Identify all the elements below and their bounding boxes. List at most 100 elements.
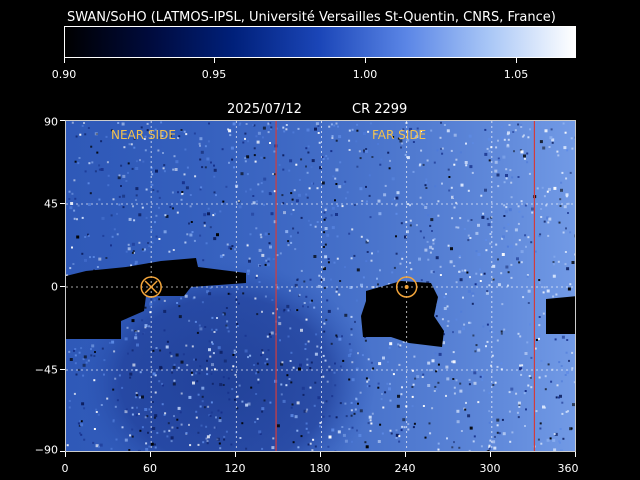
speckle	[210, 411, 213, 414]
speckle	[208, 348, 211, 352]
speckle	[496, 418, 500, 422]
speckle	[341, 426, 344, 428]
speckle	[244, 334, 247, 337]
speckle	[161, 403, 164, 406]
speckle	[317, 396, 321, 400]
speckle	[518, 239, 521, 242]
speckle	[562, 437, 565, 440]
speckle	[569, 231, 572, 234]
speckle	[193, 358, 196, 361]
speckle	[342, 433, 346, 437]
speckle	[68, 406, 71, 409]
speckle	[205, 425, 208, 428]
speckle	[521, 135, 524, 138]
speckle	[359, 187, 363, 191]
speckle	[486, 290, 489, 293]
x-axis-label: 360	[557, 462, 579, 475]
speckle	[282, 126, 285, 129]
speckle	[344, 313, 348, 317]
speckle	[518, 261, 521, 264]
speckle	[334, 199, 336, 202]
speckle	[210, 401, 213, 404]
speckle	[213, 237, 217, 241]
speckle	[168, 429, 171, 432]
speckle	[135, 187, 139, 191]
speckle	[451, 360, 453, 363]
speckle	[328, 415, 331, 418]
speckle	[295, 199, 299, 203]
speckle	[556, 384, 559, 387]
speckle	[458, 256, 461, 259]
speckle	[87, 127, 90, 129]
speckle	[283, 308, 286, 311]
speckle	[530, 356, 533, 359]
speckle	[542, 146, 546, 150]
speckle	[209, 414, 212, 417]
speckle	[508, 410, 511, 413]
speckle	[114, 405, 117, 408]
speckle	[101, 347, 104, 350]
speckle	[437, 448, 440, 451]
speckle	[173, 415, 175, 418]
speckle	[500, 126, 503, 129]
speckle	[391, 199, 394, 201]
speckle	[437, 442, 440, 445]
speckle	[336, 205, 339, 207]
speckle	[127, 162, 130, 165]
speckle	[322, 415, 325, 418]
speckle	[361, 200, 364, 202]
speckle	[205, 437, 208, 440]
speckle	[266, 363, 269, 366]
speckle	[287, 240, 290, 243]
speckle	[524, 234, 527, 237]
speckle	[112, 388, 115, 391]
speckle	[278, 163, 281, 166]
speckle	[210, 372, 213, 375]
speckle	[292, 366, 295, 369]
speckle	[330, 214, 333, 217]
speckle	[287, 309, 290, 312]
colorbar-tick	[516, 58, 517, 63]
speckle	[249, 354, 252, 357]
speckle	[519, 149, 522, 152]
speckle	[562, 231, 565, 234]
speckle	[377, 199, 381, 203]
speckle	[132, 250, 135, 253]
speckle	[300, 328, 303, 332]
speckle	[453, 441, 455, 444]
speckle	[507, 138, 510, 141]
speckle	[84, 170, 87, 173]
speckle	[489, 329, 492, 332]
speckle	[350, 333, 353, 336]
speckle	[337, 430, 341, 434]
speckle	[142, 160, 145, 163]
speckle	[92, 441, 95, 444]
speckle	[258, 248, 262, 252]
speckle	[459, 389, 463, 393]
colorbar-label: 0.90	[51, 68, 77, 81]
speckle	[447, 320, 450, 323]
speckle	[401, 386, 403, 389]
speckle	[135, 330, 137, 333]
speckle	[280, 362, 284, 366]
speckle	[298, 367, 301, 371]
speckle	[511, 431, 514, 434]
speckle	[506, 144, 510, 148]
speckle	[78, 157, 81, 159]
speckle	[432, 242, 435, 245]
speckle	[518, 405, 521, 408]
speckle	[563, 146, 567, 150]
speckle	[479, 375, 482, 378]
speckle	[245, 123, 248, 125]
speckle	[365, 260, 368, 263]
speckle	[549, 136, 553, 140]
speckle	[468, 378, 471, 381]
speckle	[480, 273, 483, 276]
speckle	[508, 208, 512, 212]
speckle	[524, 204, 527, 207]
speckle	[433, 390, 436, 392]
speckle	[184, 294, 188, 298]
speckle	[201, 166, 204, 169]
speckle	[463, 323, 466, 326]
speckle	[180, 198, 183, 201]
